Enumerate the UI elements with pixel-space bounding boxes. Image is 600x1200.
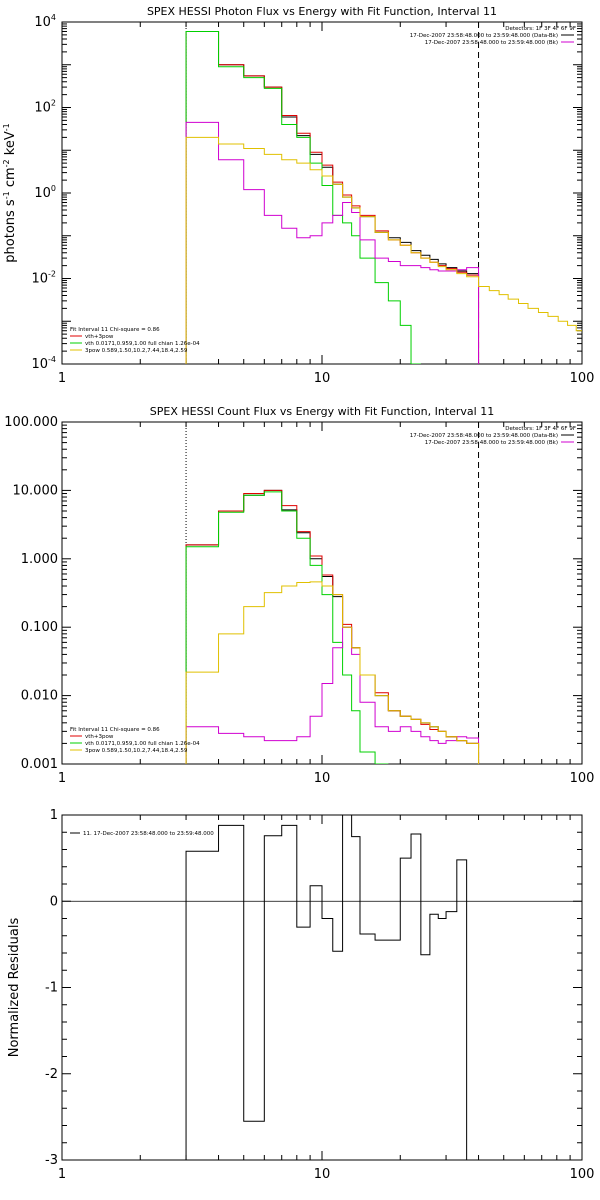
- legend-fit-title: Fit Interval 11 Chi-square = 0.86: [70, 727, 160, 733]
- chart-title: SPEX HESSI Photon Flux vs Energy with Fi…: [147, 5, 497, 18]
- series-line-1: [185, 815, 479, 1160]
- series-line-3: [185, 30, 421, 364]
- y-axis-label-part: -1: [2, 123, 11, 131]
- series-line-5: [185, 136, 582, 364]
- y-tick-exp: 2: [51, 99, 56, 108]
- y-axis-label-part: -2: [2, 159, 11, 167]
- chart-panel-2: SPEX HESSI Count Flux vs Energy with Fit…: [4, 405, 594, 786]
- y-tick-label: 0.010: [21, 689, 58, 704]
- x-tick-label: 10: [314, 371, 331, 386]
- series-line-5: [185, 581, 480, 764]
- x-tick-label: 10: [314, 771, 331, 786]
- x-tick-label: 100: [570, 371, 595, 386]
- y-tick-label: 10.000: [13, 483, 59, 498]
- legend-time-label: 17-Dec-2007 23:58:48.000 to 23:59:48.000…: [425, 440, 558, 446]
- y-axis-label: photons s-1 cm-2 keV-1: [2, 123, 18, 262]
- plot-frame: [61, 21, 583, 365]
- y-tick-exp: 4: [51, 13, 56, 22]
- y-tick-label: -3: [45, 1153, 58, 1168]
- y-tick-label: 1.000: [21, 552, 58, 567]
- legend-detectors: Detectors: 1F 3F 4F 6F 9F: [505, 426, 576, 432]
- y-tick-label: 1: [50, 808, 58, 823]
- y-tick-label: 100: [34, 184, 56, 201]
- y-tick-base: 10: [34, 15, 51, 30]
- y-tick-label: 104: [34, 13, 56, 30]
- series-line-4: [185, 626, 480, 764]
- y-tick-label: 102: [34, 99, 56, 116]
- legend-label: 11. 17-Dec-2007 23:58:48.000 to 23:59:48…: [83, 831, 214, 837]
- x-tick-label: 1: [58, 771, 66, 786]
- y-tick-base: 10: [31, 357, 48, 372]
- legend-detectors: Detectors: 1F 3F 4F 6F 9F: [505, 26, 576, 32]
- y-tick-label: 10-4: [31, 355, 56, 372]
- y-tick-base: 10: [34, 101, 51, 116]
- legend-fit-label: vth+3pow: [85, 734, 114, 740]
- x-tick-label: 100: [570, 771, 595, 786]
- y-axis-label: Normalized Residuals: [7, 918, 22, 1058]
- x-tick-label: 10: [314, 1167, 331, 1182]
- y-tick-label: -2: [45, 1067, 58, 1082]
- series-line-3: [185, 491, 389, 764]
- legend-time-label: 17-Dec-2007 23:58:48.000 to 23:59:48.000…: [410, 33, 558, 39]
- legend-time-label: 17-Dec-2007 23:58:48.000 to 23:59:48.000…: [410, 433, 558, 439]
- y-tick-label: 0.100: [21, 620, 58, 635]
- plot-area: [185, 22, 582, 364]
- y-axis-label-part: keV: [3, 131, 18, 159]
- legend-fit-label: 3pow 0.589,1.50,10.2,7.44,18.4,2.59: [85, 348, 188, 354]
- y-tick-label: 10-2: [31, 270, 56, 287]
- y-tick-label: 0.001: [21, 757, 58, 772]
- plot-frame: [61, 814, 583, 1161]
- chart-title: SPEX HESSI Count Flux vs Energy with Fit…: [150, 405, 494, 418]
- series-line-4: [185, 121, 480, 364]
- y-tick-exp: -2: [48, 270, 56, 279]
- legend-fit-label: vth+3pow: [85, 334, 114, 340]
- y-tick-label: -1: [45, 981, 58, 996]
- plot-area: [185, 422, 480, 764]
- legend-fit-label: 3pow 0.589,1.50,10.2,7.44,18.4,2.59: [85, 748, 188, 754]
- y-tick-base: 10: [31, 272, 48, 287]
- y-tick-exp: 0: [51, 184, 56, 193]
- x-tick-label: 1: [58, 371, 66, 386]
- y-axis-label-part: photons s: [3, 199, 18, 263]
- legend-fit-label: vth 0.0171,0.959,1.00 full chian 1.26e-0…: [85, 341, 200, 347]
- y-tick-label: 100.000: [4, 415, 58, 430]
- chart-panel-1: SPEX HESSI Photon Flux vs Energy with Fi…: [2, 5, 594, 386]
- y-tick-base: 10: [34, 186, 51, 201]
- legend-fit-title: Fit Interval 11 Chi-square = 0.86: [70, 327, 160, 333]
- x-tick-label: 100: [570, 1167, 595, 1182]
- y-tick-exp: -4: [48, 355, 56, 364]
- legend-fit-label: vth 0.0171,0.959,1.00 full chian 1.26e-0…: [85, 741, 200, 747]
- legend-time-label: 17-Dec-2007 23:58:48.000 to 23:59:48.000…: [425, 40, 558, 46]
- y-tick-label: 0: [50, 894, 58, 909]
- y-axis-label-part: cm: [3, 167, 18, 191]
- plot-area: [185, 815, 479, 1160]
- chart-panel-3: 1 10 100 -3 -2 -1 0 1 Normalized Residuals 11. 17…: [7, 808, 594, 1182]
- x-tick-label: 1: [58, 1167, 66, 1182]
- y-axis-label-part: -1: [2, 191, 11, 199]
